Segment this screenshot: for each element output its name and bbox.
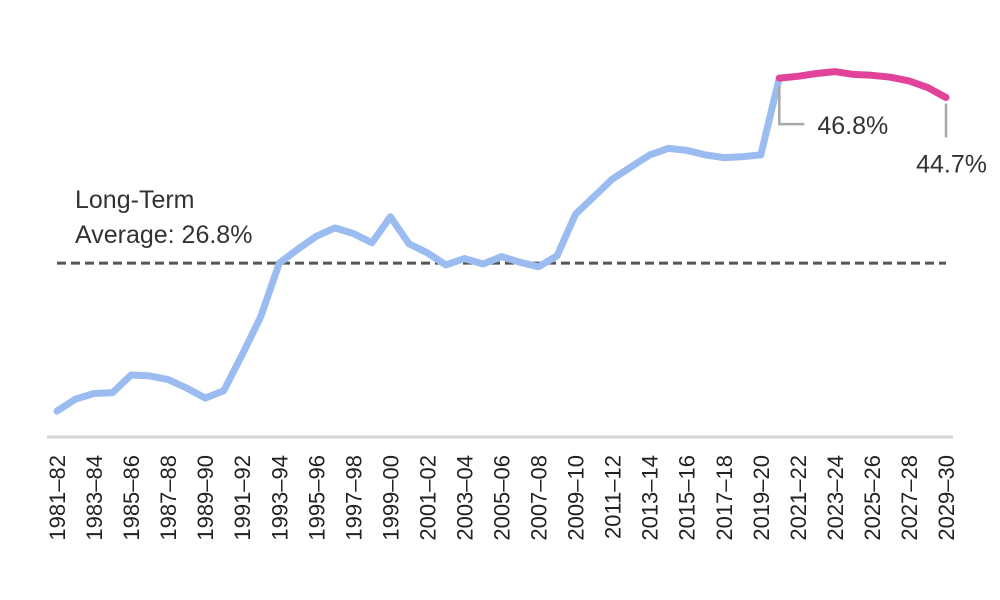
x-tick-label: 2015–16 bbox=[675, 455, 700, 541]
historical-series-line bbox=[53, 74, 783, 415]
long-term-average-value: Average: 26.8% bbox=[75, 221, 252, 249]
x-tick-label: 1997–98 bbox=[341, 455, 366, 541]
x-tick-label: 1995–96 bbox=[304, 455, 329, 541]
x-tick-label: 1987–88 bbox=[156, 455, 181, 541]
x-tick-label: 2009–10 bbox=[564, 455, 589, 541]
x-tick-label: 2001–02 bbox=[415, 455, 440, 541]
annotation-2029-30-value: 44.7% bbox=[916, 151, 987, 179]
long-term-average-label: Long-Term bbox=[75, 186, 195, 214]
x-tick-label: 2003–04 bbox=[452, 455, 477, 541]
x-tick-label: 1981–82 bbox=[45, 455, 70, 541]
annotation-leader-2020-21 bbox=[778, 86, 805, 126]
x-tick-label: 1989–90 bbox=[193, 455, 218, 541]
x-tick-label: 1991–92 bbox=[230, 455, 255, 541]
x-tick-label: 1999–00 bbox=[378, 455, 403, 541]
x-tick-label: 2005–06 bbox=[490, 455, 515, 541]
x-tick-labels: 1981–82 1983–84 1985–86 1987–88 1989–90 1991–… bbox=[45, 455, 959, 541]
x-tick-label: 2029–30 bbox=[934, 455, 959, 541]
x-tick-label: 2011–12 bbox=[601, 455, 626, 539]
x-tick-label: 2023–24 bbox=[823, 455, 848, 541]
annotation-2020-21-value: 46.8% bbox=[817, 112, 888, 140]
x-tick-label: 2027–28 bbox=[897, 455, 922, 541]
x-tick-label: 1983–84 bbox=[82, 455, 107, 541]
x-tick-label: 2017–18 bbox=[712, 455, 737, 541]
x-tick-label: 1985–86 bbox=[119, 455, 144, 541]
x-tick-label: 2013–14 bbox=[638, 455, 663, 541]
x-tick-label: 1993–94 bbox=[267, 455, 292, 541]
projected-series-line bbox=[775, 68, 950, 101]
x-tick-label: 2007–08 bbox=[527, 455, 552, 541]
x-tick-label: 2025–26 bbox=[860, 455, 885, 541]
x-tick-label: 2021–22 bbox=[786, 455, 811, 541]
x-tick-label: 2019–20 bbox=[749, 455, 774, 541]
